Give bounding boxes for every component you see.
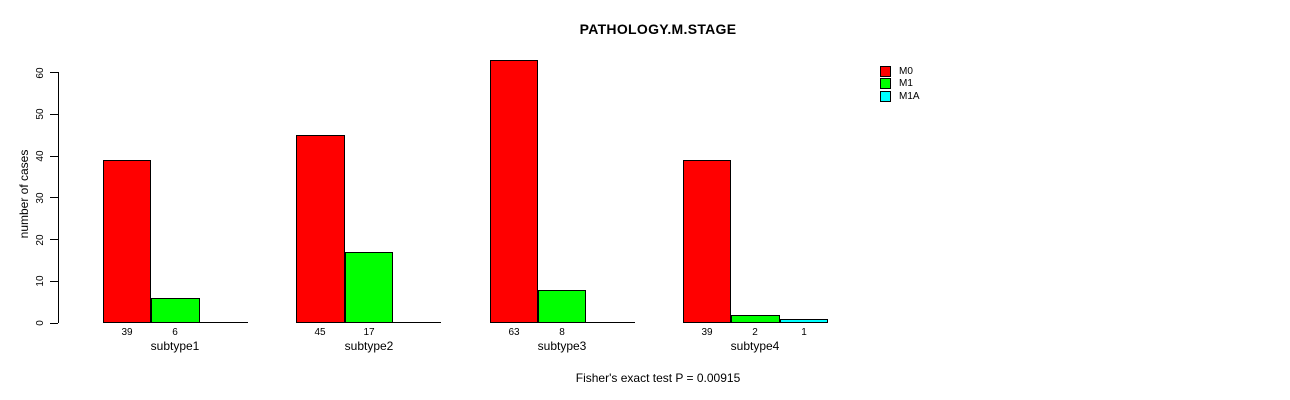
y-tick-label: 60: [35, 67, 46, 79]
bar-count-label: 39: [121, 327, 133, 338]
legend-row: M0: [880, 65, 940, 78]
bar-count-label: 45: [314, 327, 326, 338]
stat-caption: Fisher's exact test P = 0.00915: [575, 371, 741, 385]
y-tick-mark: [50, 197, 58, 198]
legend-label: M1: [899, 78, 913, 89]
y-tick-label: 10: [35, 275, 46, 287]
category-label-subtype1: subtype1: [150, 339, 200, 353]
legend-swatch-m1: [880, 78, 891, 89]
category-label-subtype3: subtype3: [537, 339, 587, 353]
y-tick-mark: [50, 281, 58, 282]
bar-m1-subtype4: [731, 315, 780, 323]
legend-row: M1A: [880, 90, 940, 103]
bar-count-label: 2: [752, 327, 758, 338]
y-tick-label: 20: [35, 234, 46, 246]
y-tick-mark: [50, 72, 58, 73]
bar-m0-subtype4: [683, 160, 731, 323]
bar-m1-subtype1: [151, 298, 200, 323]
bar-count-label: 6: [172, 327, 178, 338]
y-tick-label: 30: [35, 192, 46, 204]
y-tick-mark: [50, 239, 58, 240]
bar-m1-subtype2: [345, 252, 393, 323]
legend-label: M0: [899, 66, 913, 77]
y-tick-mark: [50, 114, 58, 115]
bar-m0-subtype3: [490, 60, 538, 323]
bar-m0-subtype1: [103, 160, 151, 323]
y-axis-line: [58, 72, 59, 323]
y-axis-title: number of cases: [17, 149, 31, 239]
bar-m1-subtype3: [538, 290, 586, 323]
y-tick-label: 40: [35, 150, 46, 162]
bar-count-label: 63: [508, 327, 520, 338]
bar-count-label: 17: [363, 327, 375, 338]
y-tick-mark: [50, 156, 58, 157]
bar-count-label: 8: [559, 327, 565, 338]
bar-m1a-subtype4: [780, 319, 828, 323]
legend-swatch-m0: [880, 66, 891, 77]
bar-count-label: 39: [701, 327, 713, 338]
y-tick-label: 50: [35, 108, 46, 120]
chart-title: PATHOLOGY.M.STAGE: [579, 21, 737, 37]
legend-swatch-m1a: [880, 91, 891, 102]
legend-row: M1: [880, 77, 940, 90]
legend-label: M1A: [899, 91, 920, 102]
y-tick-mark: [50, 323, 58, 324]
y-tick-label: 0: [35, 320, 46, 326]
category-label-subtype4: subtype4: [730, 339, 780, 353]
category-label-subtype2: subtype2: [344, 339, 394, 353]
bar-m0-subtype2: [296, 135, 345, 323]
bar-count-label: 1: [801, 327, 807, 338]
